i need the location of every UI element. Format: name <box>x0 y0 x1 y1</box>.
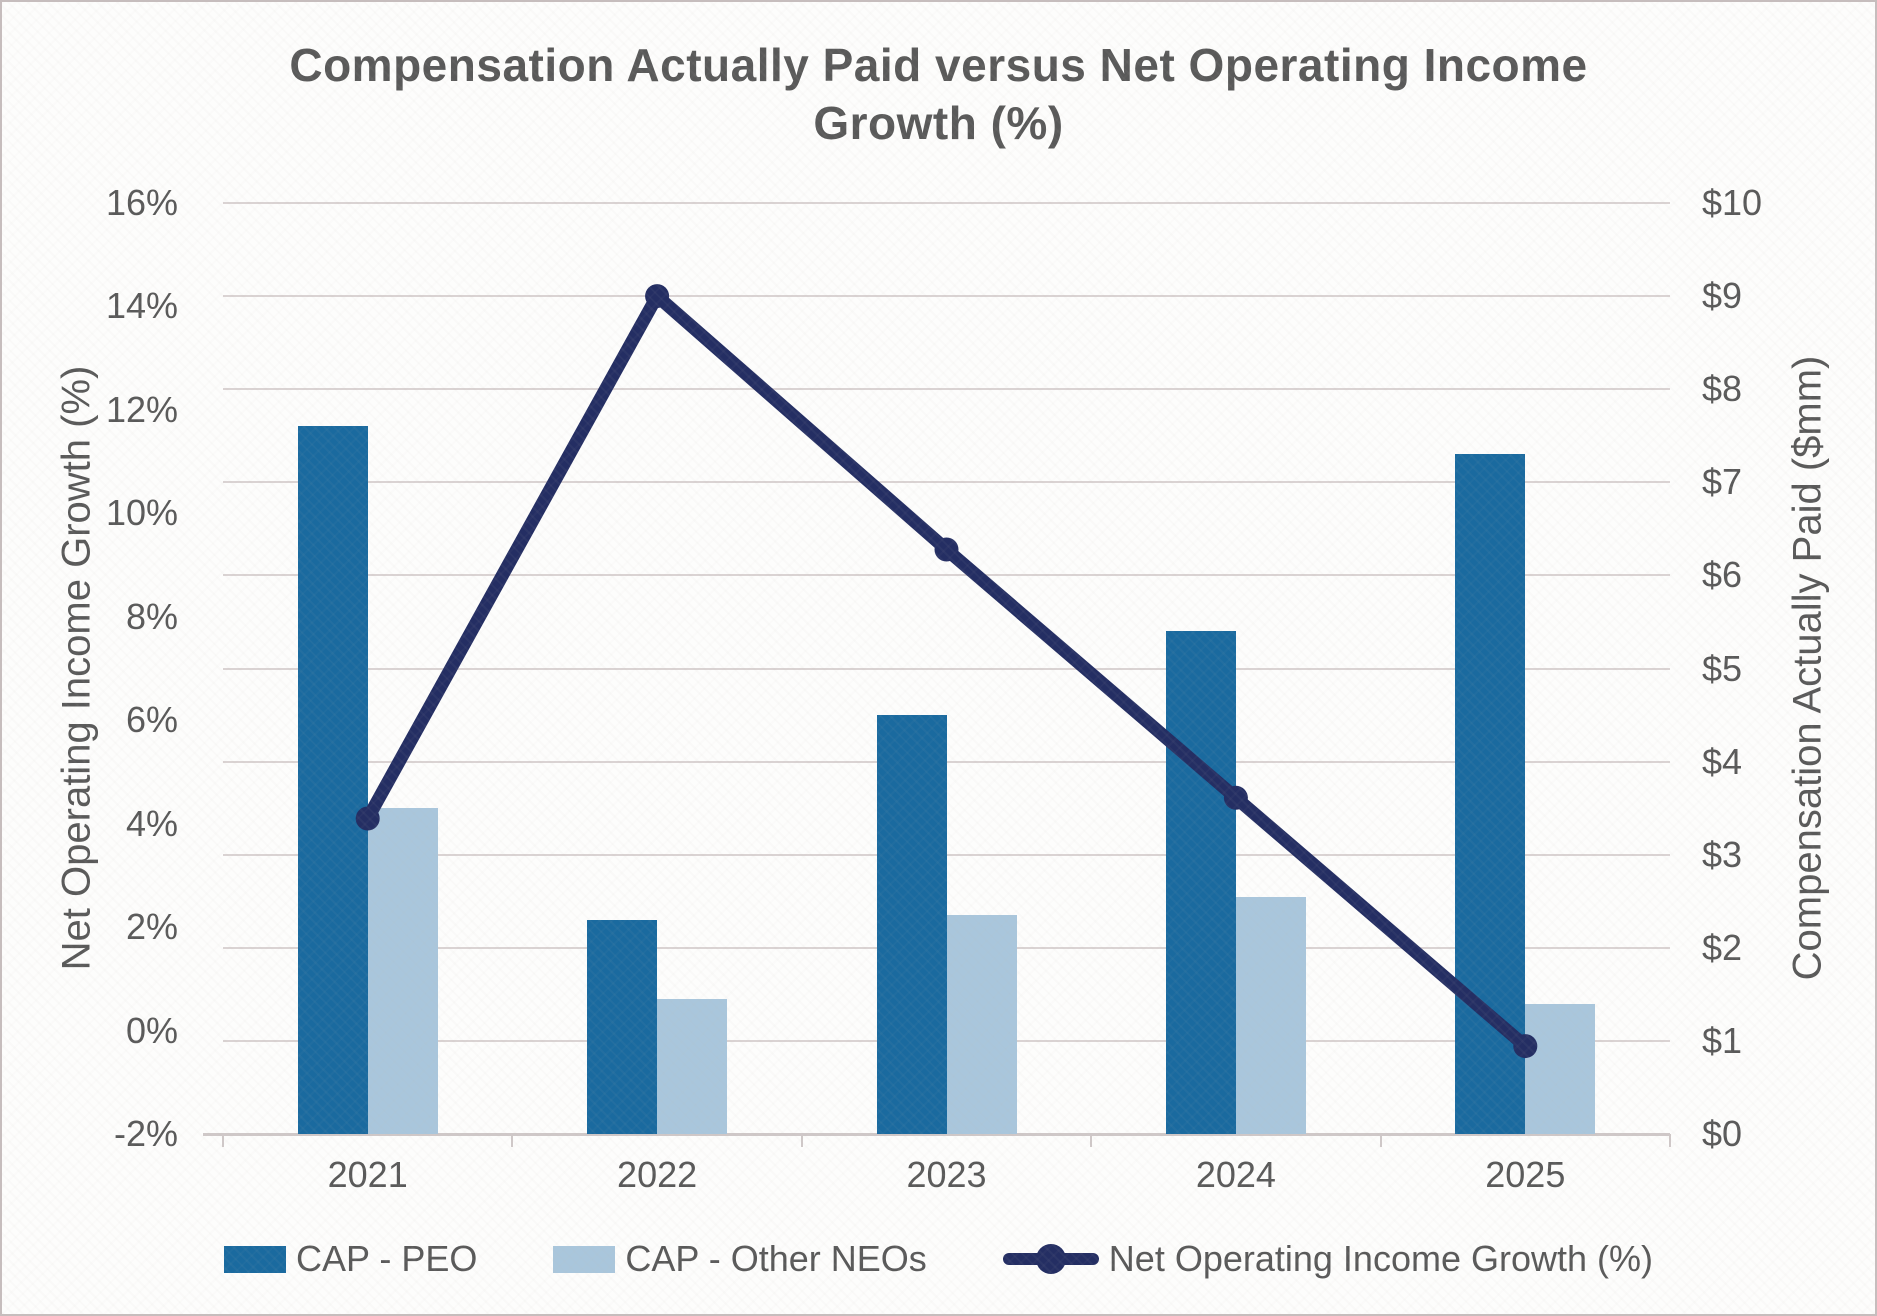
bar-cap-other-neos <box>1235 896 1306 1134</box>
y-axis-label-left: 4% <box>125 802 178 844</box>
line-point <box>645 284 670 309</box>
bar-cap-peo <box>876 715 947 1134</box>
axis-tick <box>1669 1134 1671 1147</box>
line-point <box>355 806 380 831</box>
legend-swatch <box>553 1245 616 1273</box>
y-axis-label-right: $7 <box>1702 461 1743 503</box>
x-axis-label: 2022 <box>617 1154 698 1195</box>
y-axis-label-left: 12% <box>105 388 178 430</box>
line-point <box>934 537 959 562</box>
axis-tick <box>1379 1134 1382 1147</box>
legend-label: Net Operating Income Growth (%) <box>1108 1238 1653 1279</box>
y-axis-label-right: $8 <box>1702 368 1743 410</box>
line-point <box>1223 785 1248 810</box>
bar-cap-other-neos <box>946 915 1017 1134</box>
noi-growth-line <box>361 289 1532 1053</box>
legend-item-noi-growth: Net Operating Income Growth (%) <box>1002 1238 1653 1280</box>
y-axis-label-left: 8% <box>125 595 178 637</box>
y-axis-label-right: $9 <box>1702 275 1743 317</box>
bar-cap-other-neos <box>367 808 438 1134</box>
y-axis-label-left: 16% <box>105 182 178 223</box>
gridline <box>223 574 1670 577</box>
bar-cap-peo <box>297 426 368 1134</box>
legend-line-marker <box>1002 1244 1099 1274</box>
y-axis-label-right: $5 <box>1702 647 1743 689</box>
axis-tick <box>1090 1134 1093 1147</box>
noi-growth-line-layer <box>355 284 1538 1059</box>
legend-label: CAP - Other NEOs <box>625 1238 927 1279</box>
gridline <box>223 388 1670 391</box>
chart-title-line1: Compensation Actually Paid versus Net Op… <box>289 39 1588 91</box>
legend: CAP - PEO CAP - Other NEOs Net Operating I… <box>2 1238 1875 1280</box>
gridline <box>223 760 1670 763</box>
axis-tick <box>222 1134 224 1147</box>
bar-cap-other-neos <box>657 999 728 1134</box>
chart-title: Compensation Actually Paid versus Net Op… <box>2 36 1875 152</box>
legend-item-cap-other-neos: CAP - Other NEOs <box>553 1238 927 1280</box>
y-axis-label-left: 6% <box>125 699 178 741</box>
chart-title-line2: Growth (%) <box>813 97 1064 149</box>
y-axis-label-right: $2 <box>1702 926 1743 968</box>
y-axis-label-left: 14% <box>105 285 178 327</box>
x-axis-line <box>203 1133 1670 1136</box>
legend-line-point <box>1035 1244 1066 1274</box>
legend-swatch <box>223 1245 286 1273</box>
y-axis-label-right: $4 <box>1702 740 1743 782</box>
legend-label: CAP - PEO <box>295 1238 478 1279</box>
x-axis-label: 2023 <box>906 1154 987 1195</box>
left-axis-title: Net Operating Income Growth (%) <box>54 365 99 971</box>
gridline <box>223 202 1670 204</box>
gridline <box>223 853 1670 856</box>
y-axis-label-right: $6 <box>1702 554 1743 596</box>
gridline <box>223 481 1670 484</box>
axis-tick <box>800 1134 803 1147</box>
legend-item-cap-peo: CAP - PEO <box>223 1238 478 1280</box>
x-axis-label: 2024 <box>1195 1154 1276 1195</box>
y-axis-label-left: 2% <box>125 906 178 948</box>
x-axis-label: 2025 <box>1485 1154 1566 1195</box>
y-axis-label-left: 10% <box>105 492 178 534</box>
axis-tick <box>511 1134 514 1147</box>
gridline <box>223 667 1670 670</box>
bar-cap-peo <box>587 919 658 1134</box>
gridline <box>223 295 1670 298</box>
x-axis-label: 2021 <box>327 1154 408 1195</box>
y-axis-label-right: $10 <box>1702 182 1763 223</box>
y-axis-label-left: -2% <box>113 1113 178 1154</box>
y-axis-label-left: 0% <box>125 1009 178 1051</box>
plot-area <box>203 202 1671 1147</box>
bar-cap-peo <box>1165 631 1236 1134</box>
bar-cap-other-neos <box>1525 1003 1596 1134</box>
y-axis-label-right: $1 <box>1702 1019 1743 1061</box>
line-point <box>1513 1034 1538 1059</box>
y-axis-label-right: $3 <box>1702 833 1743 875</box>
y-axis-label-right: $0 <box>1702 1113 1743 1154</box>
